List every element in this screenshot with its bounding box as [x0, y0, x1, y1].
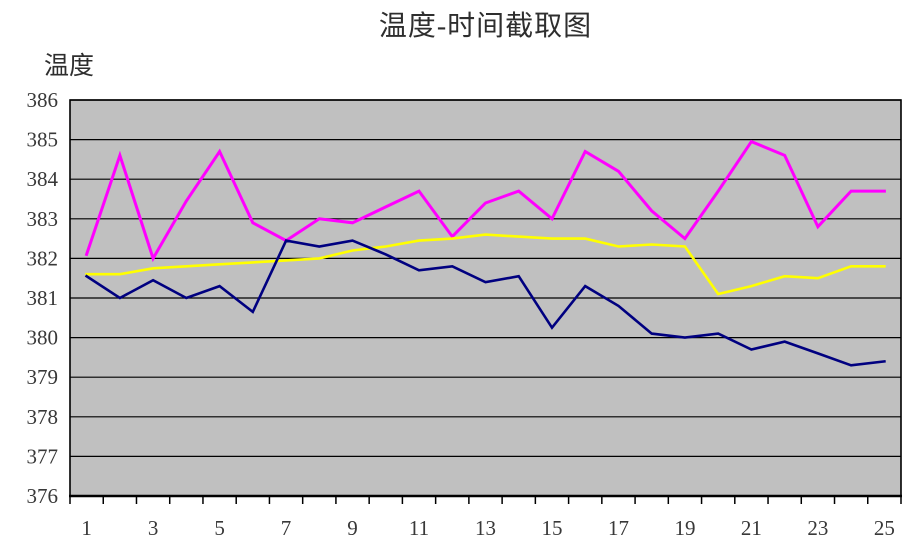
y-tick-label: 379 [27, 365, 59, 389]
series-line-series-1-magenta [84, 139, 886, 263]
y-tick-label: 383 [27, 207, 59, 231]
x-tick-label: 19 [674, 516, 695, 540]
y-tick-label: 381 [27, 286, 59, 310]
x-tick-label: 3 [148, 516, 159, 540]
series-line-series-2-yellow [85, 233, 886, 296]
y-tick-label: 382 [27, 246, 59, 270]
y-tick-label: 380 [27, 326, 59, 350]
y-tick-label: 376 [27, 484, 59, 508]
x-tick-label: 25 [874, 516, 895, 540]
y-tick-label: 377 [27, 444, 59, 468]
y-tick-label: 385 [27, 128, 59, 152]
x-tick-label: 11 [409, 516, 429, 540]
x-tick-label: 23 [807, 516, 828, 540]
x-tick-label: 7 [281, 516, 292, 540]
x-tick-label: 13 [475, 516, 496, 540]
y-axis-title: 温度 [44, 53, 95, 80]
y-tick-label: 384 [27, 167, 59, 191]
series-line-series-3-navy [84, 239, 886, 367]
x-tick-label: 5 [214, 516, 225, 540]
x-tick-label: 15 [541, 516, 562, 540]
x-tick-label: 9 [347, 516, 358, 540]
chart-title: 温度-时间截取图 [378, 11, 593, 42]
y-tick-label: 386 [27, 88, 59, 112]
y-tick-label: 378 [27, 405, 59, 429]
x-tick-label: 21 [741, 516, 762, 540]
x-tick-label: 1 [81, 516, 92, 540]
x-tick-label: 17 [608, 516, 629, 540]
